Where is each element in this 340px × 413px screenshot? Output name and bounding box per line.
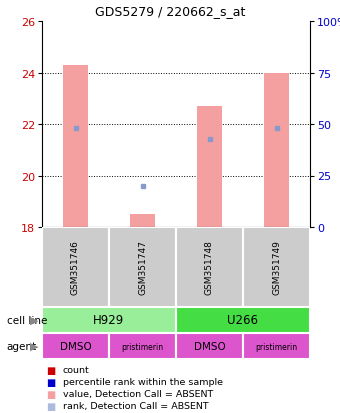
Bar	[130, 215, 155, 228]
Text: GDS5279 / 220662_s_at: GDS5279 / 220662_s_at	[95, 5, 245, 18]
Text: rank, Detection Call = ABSENT: rank, Detection Call = ABSENT	[63, 401, 208, 411]
Text: DMSO: DMSO	[193, 341, 225, 351]
Bar	[63, 66, 88, 228]
Text: count: count	[63, 366, 90, 375]
Bar	[243, 333, 310, 359]
Bar	[176, 228, 243, 307]
Text: ■: ■	[46, 389, 55, 399]
Text: pristimerin: pristimerin	[255, 342, 298, 351]
Bar	[42, 333, 109, 359]
Text: GSM351748: GSM351748	[205, 240, 214, 295]
Text: value, Detection Call = ABSENT: value, Detection Call = ABSENT	[63, 389, 213, 399]
Text: ■: ■	[46, 365, 55, 375]
Text: percentile rank within the sample: percentile rank within the sample	[63, 377, 223, 387]
Text: DMSO: DMSO	[59, 341, 91, 351]
Text: H929: H929	[94, 314, 125, 327]
Text: U266: U266	[227, 314, 258, 327]
Text: GSM351747: GSM351747	[138, 240, 147, 295]
Text: ■: ■	[46, 401, 55, 411]
Text: agent: agent	[7, 341, 37, 351]
Text: GSM351746: GSM351746	[71, 240, 80, 295]
Bar	[109, 228, 176, 307]
Bar	[42, 307, 176, 333]
Text: ▶: ▶	[30, 315, 39, 325]
Bar	[176, 333, 243, 359]
Text: pristimerin: pristimerin	[121, 342, 164, 351]
Text: ■: ■	[46, 377, 55, 387]
Text: cell line: cell line	[7, 315, 47, 325]
Bar	[109, 333, 176, 359]
Bar	[243, 228, 310, 307]
Bar	[176, 307, 310, 333]
Bar	[197, 107, 222, 228]
Text: GSM351749: GSM351749	[272, 240, 281, 295]
Bar	[42, 228, 109, 307]
Text: ▶: ▶	[30, 341, 39, 351]
Bar	[264, 74, 289, 228]
